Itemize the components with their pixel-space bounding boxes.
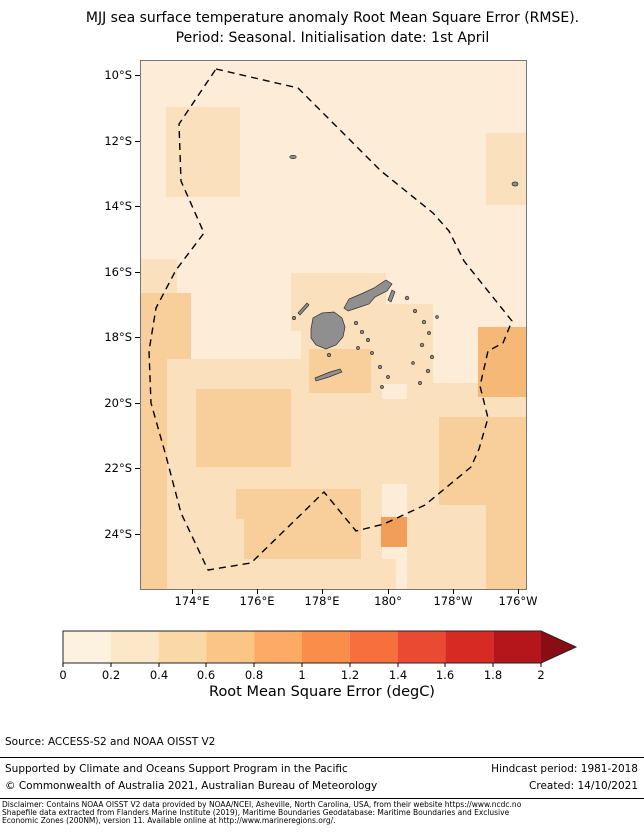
lat-tick: [135, 403, 140, 404]
lon-tick: [322, 589, 323, 594]
svg-text:0: 0: [59, 668, 66, 682]
svg-text:0.6: 0.6: [197, 668, 215, 682]
created-date-text: Created: 14/10/2021: [529, 780, 638, 792]
lon-tick-label: 178°W: [433, 594, 473, 608]
svg-text:2: 2: [537, 668, 544, 682]
lon-tick: [453, 589, 454, 594]
lon-tick-label: 180°: [374, 594, 402, 608]
figure-title: MJJ sea surface temperature anomaly Root…: [20, 8, 644, 48]
lon-tick-label: 178°E: [304, 594, 340, 608]
svg-text:1: 1: [298, 668, 305, 682]
lon-tick: [257, 589, 258, 594]
lat-tick-label: 18°S: [104, 330, 132, 344]
title-line-1: MJJ sea surface temperature anomaly Root…: [85, 10, 580, 26]
svg-text:1.4: 1.4: [389, 668, 407, 682]
rmse-patches: [141, 107, 526, 589]
eez-boundary: [148, 68, 513, 571]
lat-tick-label: 20°S: [104, 396, 132, 410]
taveuni-island: [387, 289, 396, 303]
mamanuca-islet: [292, 316, 296, 320]
lat-tick: [135, 141, 140, 142]
lat-tick-label: 14°S: [104, 199, 132, 213]
lon-tick: [388, 589, 389, 594]
lomaiviti-islets: [353, 320, 374, 355]
lat-tick: [135, 206, 140, 207]
lon-tick-label: 176°W: [498, 594, 538, 608]
northeast-islet: [511, 181, 519, 187]
colorbar-extend-arrow: [541, 631, 576, 663]
lat-tick: [135, 468, 140, 469]
lat-tick-label: 10°S: [104, 68, 132, 82]
svg-text:1.2: 1.2: [341, 668, 359, 682]
source-text: Source: ACCESS-S2 and NOAA OISST V2: [5, 736, 216, 748]
colorbar-segments: [63, 631, 541, 663]
lat-tick-label: 16°S: [104, 265, 132, 279]
lat-tick-label: 24°S: [104, 527, 132, 541]
copyright-text: © Commonwealth of Australia 2021, Austra…: [5, 780, 378, 792]
viti-levu-island: [310, 311, 346, 350]
svg-text:1.6: 1.6: [436, 668, 454, 682]
lat-tick: [135, 337, 140, 338]
lat-tick: [135, 272, 140, 273]
lat-tick-label: 12°S: [104, 134, 132, 148]
svg-text:0.2: 0.2: [102, 668, 120, 682]
moala-islets: [377, 364, 390, 389]
beqa-islet: [327, 353, 331, 357]
colorbar-outline: [62, 630, 578, 664]
divider-line: [0, 757, 644, 758]
colorbar-label: Root Mean Square Error (degC): [209, 684, 435, 700]
disclaimer-line-2: Shapefile data extracted from Flanders M…: [2, 808, 510, 817]
hindcast-period-text: Hindcast period: 1981-2018: [491, 763, 638, 775]
kadavu-island: [314, 368, 343, 382]
svg-text:1.8: 1.8: [484, 668, 502, 682]
lat-tick: [135, 75, 140, 76]
colorbar-tickmarks: [62, 663, 542, 667]
disclaimer-line-1: Disclaimer: Contains NOAA OISST V2 data …: [2, 800, 522, 809]
lon-tick: [518, 589, 519, 594]
lat-tick-label: 22°S: [104, 461, 132, 475]
divider-line: [0, 798, 644, 799]
lau-group-islets: [404, 295, 439, 385]
svg-text:0.8: 0.8: [245, 668, 263, 682]
lat-tick: [135, 534, 140, 535]
map-svg: [141, 61, 526, 589]
svg-text:0.4: 0.4: [150, 668, 168, 682]
lon-tick-label: 176°E: [239, 594, 275, 608]
colorbar-tick-labels: 0 0.2 0.4 0.6 0.8 1 1.2 1.4 1.6 1.8 2: [59, 668, 544, 682]
vanua-levu-island: [343, 279, 393, 312]
supported-text: Supported by Climate and Oceans Support …: [5, 763, 348, 775]
yasawa-islands: [297, 302, 310, 316]
rotuma-island: [289, 155, 297, 159]
lon-tick: [192, 589, 193, 594]
lon-tick-label: 174°E: [174, 594, 210, 608]
colorbar: 0 0.2 0.4 0.6 0.8 1 1.2 1.4 1.6 1.8 2: [59, 630, 578, 682]
map-area: [140, 60, 527, 590]
fiji-islands: [289, 155, 519, 389]
disclaimer-line-3: Economic Zones (200NM), version 11. Avai…: [2, 816, 336, 825]
title-line-2: Period: Seasonal. Initialisation date: 1…: [175, 30, 490, 46]
